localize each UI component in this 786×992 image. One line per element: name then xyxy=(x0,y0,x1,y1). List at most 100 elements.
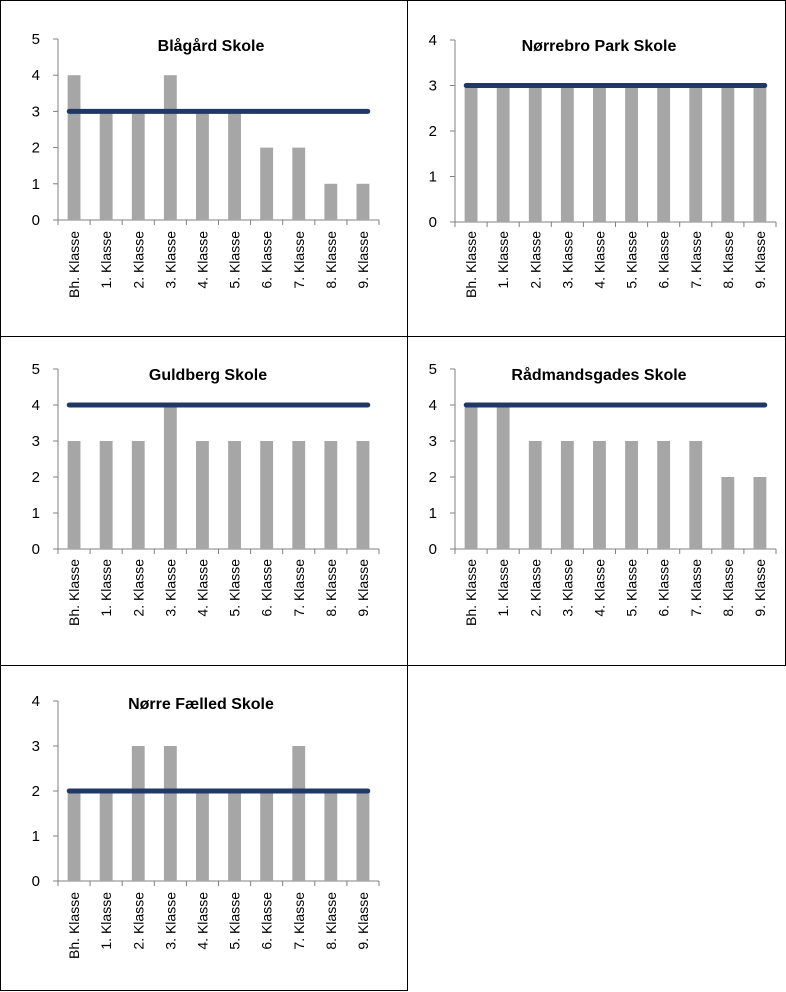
x-tick-label: 4. Klasse xyxy=(194,231,210,289)
x-tick-label: 6. Klasse xyxy=(259,231,275,289)
bar xyxy=(496,405,510,549)
bar xyxy=(721,477,735,549)
x-tick-label: 5. Klasse xyxy=(227,559,243,617)
bar xyxy=(196,111,209,220)
x-tick-label: 4. Klasse xyxy=(591,231,607,289)
chart-svg: Blågård Skole 0 1 2 3 4 5 Bh. Klasse 1. Klasse 2.… xyxy=(32,31,380,298)
bar xyxy=(292,746,306,881)
y-tick-label: 2 xyxy=(429,123,437,140)
x-tick-label: Bh. Klasse xyxy=(66,559,82,626)
bar xyxy=(260,791,274,881)
bar xyxy=(163,405,177,549)
chart-panel-blagard: Blågård Skole 0 1 2 3 4 5 Bh. Klasse 1. Klasse 2.… xyxy=(0,0,408,337)
bar xyxy=(99,791,113,881)
chart-svg: Nørrebro Park Skole 0 1 2 3 4 Bh. Klasse 1. Kla… xyxy=(429,32,777,298)
bar xyxy=(131,441,145,549)
y-tick-label: 3 xyxy=(32,433,40,450)
y-tick-label: 2 xyxy=(32,783,40,800)
x-tick-label: 5. Klasse xyxy=(227,231,243,289)
chart-svg: Guldberg Skole 0 1 2 3 4 5 Bh. Klasse 1. Klasse 2… xyxy=(32,361,380,626)
chart-title: Blågård Skole xyxy=(158,37,265,55)
x-tick-label: 9. Klasse xyxy=(355,892,371,950)
bar xyxy=(593,85,606,222)
y-tick-label: 0 xyxy=(32,541,40,558)
y-tick-label: 4 xyxy=(32,693,40,710)
bar xyxy=(131,746,145,881)
x-tick-label: 8. Klasse xyxy=(720,231,736,289)
x-tick-label: 5. Klasse xyxy=(227,892,243,950)
bar xyxy=(228,111,241,220)
y-tick-label: 5 xyxy=(32,361,40,378)
chart-svg: Nørre Fælled Skole 0 1 2 3 4 Bh. Klasse 1. Klas… xyxy=(32,693,380,959)
bar xyxy=(657,85,671,222)
x-tick-label: 6. Klasse xyxy=(656,231,672,289)
chart-panel-norre-faelled: Nørre Fælled Skole 0 1 2 3 4 Bh. Klasse 1. Klas… xyxy=(0,665,408,991)
x-tick-label: 7. Klasse xyxy=(688,559,704,617)
y-tick-label: 5 xyxy=(32,31,40,48)
bar xyxy=(67,441,81,549)
x-tick-label: 1. Klasse xyxy=(98,231,114,289)
x-tick-label: Bh. Klasse xyxy=(463,559,479,626)
bar xyxy=(67,75,81,220)
y-tick-label: 2 xyxy=(32,469,40,486)
x-tick-label: 8. Klasse xyxy=(323,231,339,289)
x-tick-label: 3. Klasse xyxy=(559,559,575,617)
x-tick-label: 4. Klasse xyxy=(194,559,210,617)
x-tick-label: 9. Klasse xyxy=(752,231,768,289)
x-tick-label: 2. Klasse xyxy=(130,892,146,950)
bar xyxy=(689,85,703,222)
bar xyxy=(324,791,338,881)
x-tick-label: 7. Klasse xyxy=(291,559,307,617)
x-tick-label: 8. Klasse xyxy=(323,892,339,950)
y-tick-label: 3 xyxy=(429,78,437,95)
chart-title: Rådmandsgades Skole xyxy=(511,366,686,384)
x-tick-label: 7. Klasse xyxy=(688,231,704,289)
bar xyxy=(356,183,370,220)
bar xyxy=(528,441,542,549)
chart-panel-norrebro-park: Nørrebro Park Skole 0 1 2 3 4 Bh. Klasse 1. Kla… xyxy=(407,0,786,337)
x-tick-label: 1. Klasse xyxy=(98,559,114,617)
y-tick-label: 3 xyxy=(429,433,437,450)
bar xyxy=(196,791,209,881)
chart-title: Nørrebro Park Skole xyxy=(522,38,677,55)
y-tick-label: 3 xyxy=(32,738,40,755)
bar xyxy=(228,441,241,549)
bar xyxy=(99,441,113,549)
x-tick-label: 4. Klasse xyxy=(194,892,210,950)
bar xyxy=(356,441,370,549)
x-tick-label: 8. Klasse xyxy=(720,559,736,617)
y-tick-label: 5 xyxy=(429,361,437,378)
bar xyxy=(260,441,274,549)
bar xyxy=(196,441,209,549)
x-tick-label: 8. Klasse xyxy=(323,559,339,617)
bar xyxy=(260,147,274,220)
chart-svg: Rådmandsgades Skole 0 1 2 3 4 5 Bh. Klasse 1. Kl… xyxy=(429,361,777,626)
x-tick-label: Bh. Klasse xyxy=(66,892,82,959)
y-tick-label: 1 xyxy=(429,169,437,186)
x-tick-label: 3. Klasse xyxy=(559,231,575,289)
y-tick-label: 0 xyxy=(429,541,437,558)
bar xyxy=(753,477,767,549)
x-tick-label: 3. Klasse xyxy=(162,892,178,950)
bar xyxy=(593,441,606,549)
y-tick-label: 2 xyxy=(429,469,437,486)
bar xyxy=(131,111,145,220)
y-tick-label: 1 xyxy=(429,505,437,522)
y-tick-label: 1 xyxy=(32,176,40,193)
bar xyxy=(464,85,478,222)
x-tick-label: 1. Klasse xyxy=(495,559,511,617)
x-tick-label: 6. Klasse xyxy=(656,559,672,617)
bar xyxy=(356,791,370,881)
bar xyxy=(625,85,638,222)
y-tick-label: 0 xyxy=(32,873,40,890)
bar xyxy=(560,441,574,549)
bar xyxy=(657,441,671,549)
x-tick-label: 4. Klasse xyxy=(591,559,607,617)
bar xyxy=(721,85,735,222)
y-tick-label: 3 xyxy=(32,103,40,120)
bar xyxy=(753,85,767,222)
bar xyxy=(67,791,81,881)
x-tick-label: 1. Klasse xyxy=(98,892,114,950)
x-tick-label: 2. Klasse xyxy=(527,559,543,617)
x-tick-label: 2. Klasse xyxy=(130,231,146,289)
